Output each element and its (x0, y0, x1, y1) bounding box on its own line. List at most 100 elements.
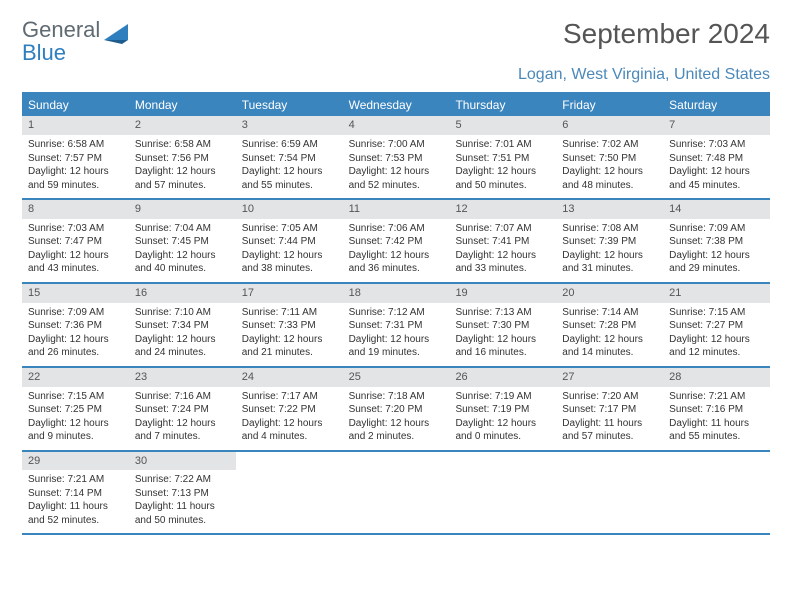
week-row: 22Sunrise: 7:15 AMSunset: 7:25 PMDayligh… (22, 368, 770, 452)
day-header: Sunday (22, 94, 129, 116)
sunset-text: Sunset: 7:30 PM (449, 319, 556, 333)
day-cell: 2 Sunrise: 6:58 AMSunset: 7:56 PMDaylight… (129, 116, 236, 198)
day-cell: 15Sunrise: 7:09 AMSunset: 7:36 PMDayligh… (22, 284, 129, 366)
day-number: 9 (129, 200, 236, 219)
sunrise-text: Sunrise: 7:21 AM (22, 473, 129, 487)
day-number: 1 (22, 116, 129, 135)
day-number: 26 (449, 368, 556, 387)
day-cell: 13Sunrise: 7:08 AMSunset: 7:39 PMDayligh… (556, 200, 663, 282)
day-number: 6 (556, 116, 663, 135)
day-header: Monday (129, 94, 236, 116)
day-cell: 5Sunrise: 7:01 AMSunset: 7:51 PMDaylight… (449, 116, 556, 198)
day-number: 4 (343, 116, 450, 135)
daylight-text: Daylight: 12 hours and 40 minutes. (129, 249, 236, 276)
day-cell: 21Sunrise: 7:15 AMSunset: 7:27 PMDayligh… (663, 284, 770, 366)
day-cell: 4Sunrise: 7:00 AMSunset: 7:53 PMDaylight… (343, 116, 450, 198)
day-cell: 3Sunrise: 6:59 AMSunset: 7:54 PMDaylight… (236, 116, 343, 198)
day-number: 13 (556, 200, 663, 219)
daylight-text: Daylight: 12 hours and 38 minutes. (236, 249, 343, 276)
day-number: 21 (663, 284, 770, 303)
sunset-text: Sunset: 7:45 PM (129, 235, 236, 249)
day-number: 8 (22, 200, 129, 219)
day-header: Friday (556, 94, 663, 116)
day-number: 17 (236, 284, 343, 303)
daylight-text: Daylight: 12 hours and 0 minutes. (449, 417, 556, 444)
sunrise-text: Sunrise: 7:01 AM (449, 138, 556, 152)
daylight-text: Daylight: 12 hours and 33 minutes. (449, 249, 556, 276)
sunset-text: Sunset: 7:24 PM (129, 403, 236, 417)
week-row: 1Sunrise: 6:58 AMSunset: 7:57 PMDaylight… (22, 116, 770, 200)
day-number: 30 (129, 452, 236, 471)
daylight-text: Daylight: 12 hours and 2 minutes. (343, 417, 450, 444)
sunrise-text: Sunrise: 7:08 AM (556, 222, 663, 236)
daylight-text: Daylight: 12 hours and 31 minutes. (556, 249, 663, 276)
day-cell (556, 452, 663, 534)
daylight-text: Daylight: 12 hours and 19 minutes. (343, 333, 450, 360)
day-number: 27 (556, 368, 663, 387)
day-header: Thursday (449, 94, 556, 116)
calendar-grid: SundayMondayTuesdayWednesdayThursdayFrid… (22, 92, 770, 535)
location-text: Logan, West Virginia, United States (22, 66, 770, 84)
sunrise-text: Sunrise: 6:58 AM (129, 138, 236, 152)
day-cell: 1Sunrise: 6:58 AMSunset: 7:57 PMDaylight… (22, 116, 129, 198)
day-cell: 28Sunrise: 7:21 AMSunset: 7:16 PMDayligh… (663, 368, 770, 450)
sunrise-text: Sunrise: 7:19 AM (449, 390, 556, 404)
day-number: 19 (449, 284, 556, 303)
day-number: 14 (663, 200, 770, 219)
day-cell (236, 452, 343, 534)
day-header: Tuesday (236, 94, 343, 116)
sunset-text: Sunset: 7:54 PM (236, 152, 343, 166)
daylight-text: Daylight: 12 hours and 24 minutes. (129, 333, 236, 360)
sunrise-text: Sunrise: 7:18 AM (343, 390, 450, 404)
brand-word2: Blue (22, 40, 66, 65)
page-title: September 2024 (563, 18, 770, 50)
day-cell: 30 Sunrise: 7:22 AMSunset: 7:13 PMDayligh… (129, 452, 236, 534)
daylight-text: Daylight: 11 hours and 50 minutes. (129, 500, 236, 527)
day-cell: 7Sunrise: 7:03 AMSunset: 7:48 PMDaylight… (663, 116, 770, 198)
daylight-text: Daylight: 12 hours and 50 minutes. (449, 165, 556, 192)
sunrise-text: Sunrise: 7:05 AM (236, 222, 343, 236)
day-number: 18 (343, 284, 450, 303)
day-header: Wednesday (343, 94, 450, 116)
daylight-text: Daylight: 12 hours and 12 minutes. (663, 333, 770, 360)
daylight-text: Daylight: 11 hours and 57 minutes. (556, 417, 663, 444)
sunset-text: Sunset: 7:50 PM (556, 152, 663, 166)
sunrise-text: Sunrise: 7:12 AM (343, 306, 450, 320)
day-cell: 23Sunrise: 7:16 AMSunset: 7:24 PMDayligh… (129, 368, 236, 450)
sunset-text: Sunset: 7:34 PM (129, 319, 236, 333)
day-cell (343, 452, 450, 534)
sunset-text: Sunset: 7:31 PM (343, 319, 450, 333)
day-cell: 17Sunrise: 7:11 AMSunset: 7:33 PMDayligh… (236, 284, 343, 366)
sunrise-text: Sunrise: 7:03 AM (22, 222, 129, 236)
day-number: 2 (129, 116, 236, 135)
sunset-text: Sunset: 7:33 PM (236, 319, 343, 333)
day-cell: 14Sunrise: 7:09 AMSunset: 7:38 PMDayligh… (663, 200, 770, 282)
week-row: 29Sunrise: 7:21 AMSunset: 7:14 PMDayligh… (22, 452, 770, 536)
sunset-text: Sunset: 7:51 PM (449, 152, 556, 166)
sunrise-text: Sunrise: 7:22 AM (129, 473, 236, 487)
sunset-text: Sunset: 7:19 PM (449, 403, 556, 417)
daylight-text: Daylight: 12 hours and 16 minutes. (449, 333, 556, 360)
sunset-text: Sunset: 7:56 PM (129, 152, 236, 166)
sunset-text: Sunset: 7:13 PM (129, 487, 236, 501)
daylight-text: Daylight: 12 hours and 55 minutes. (236, 165, 343, 192)
daylight-text: Daylight: 12 hours and 14 minutes. (556, 333, 663, 360)
brand-word1: General (22, 17, 100, 42)
sunset-text: Sunset: 7:17 PM (556, 403, 663, 417)
sunset-text: Sunset: 7:57 PM (22, 152, 129, 166)
day-header-row: SundayMondayTuesdayWednesdayThursdayFrid… (22, 94, 770, 116)
sunrise-text: Sunrise: 7:07 AM (449, 222, 556, 236)
week-row: 8Sunrise: 7:03 AMSunset: 7:47 PMDaylight… (22, 200, 770, 284)
daylight-text: Daylight: 11 hours and 52 minutes. (22, 500, 129, 527)
sunset-text: Sunset: 7:47 PM (22, 235, 129, 249)
daylight-text: Daylight: 12 hours and 45 minutes. (663, 165, 770, 192)
day-cell: 12Sunrise: 7:07 AMSunset: 7:41 PMDayligh… (449, 200, 556, 282)
sunrise-text: Sunrise: 7:20 AM (556, 390, 663, 404)
sunset-text: Sunset: 7:16 PM (663, 403, 770, 417)
daylight-text: Daylight: 12 hours and 7 minutes. (129, 417, 236, 444)
day-cell: 22Sunrise: 7:15 AMSunset: 7:25 PMDayligh… (22, 368, 129, 450)
day-cell: 19Sunrise: 7:13 AMSunset: 7:30 PMDayligh… (449, 284, 556, 366)
daylight-text: Daylight: 12 hours and 57 minutes. (129, 165, 236, 192)
sunrise-text: Sunrise: 7:21 AM (663, 390, 770, 404)
day-cell: 10Sunrise: 7:05 AMSunset: 7:44 PMDayligh… (236, 200, 343, 282)
